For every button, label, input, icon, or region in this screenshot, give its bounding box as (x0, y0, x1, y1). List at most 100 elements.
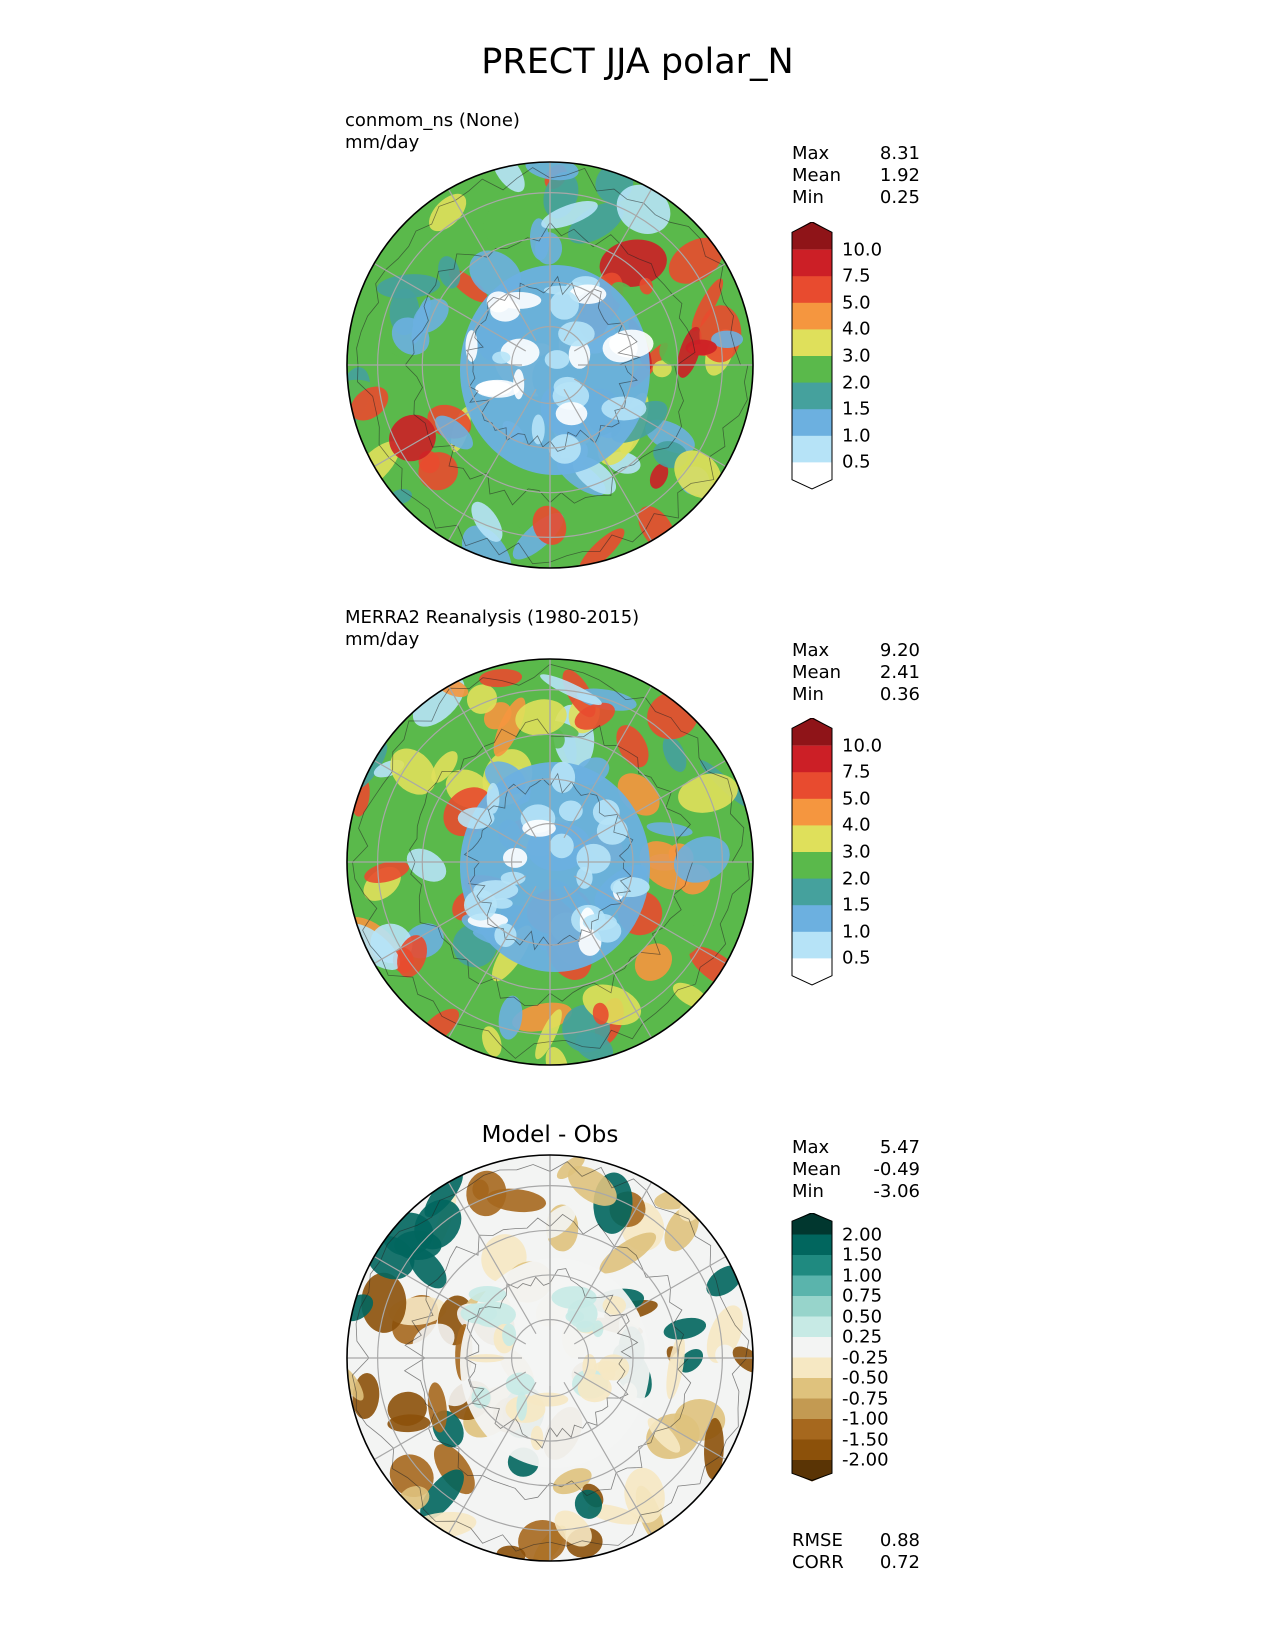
colorbar-swatch (792, 958, 832, 986)
panel2-obs-name: MERRA2 Reanalysis (1980-2015) (345, 607, 640, 628)
colorbar-tick-label: 2.0 (842, 372, 871, 394)
colorbar-tick-label: 5.0 (842, 292, 871, 314)
colorbar-swatch (792, 1378, 832, 1399)
colorbar-swatch (792, 435, 832, 463)
panel3-stat-mean: Mean -0.49 (792, 1159, 920, 1180)
colorbar-swatch (792, 1398, 832, 1420)
colorbar-outline (791, 1213, 833, 1482)
colorbar-swatch (792, 1255, 832, 1276)
colorbar-tick-label: 5.0 (842, 788, 871, 810)
colorbar-swatches (791, 1213, 833, 1482)
panel2-units: mm/day (345, 629, 420, 650)
colorbar-tick-label: 4.0 (842, 814, 871, 836)
colorbar-tick-label: 1.0 (842, 425, 871, 447)
colorbar-tick-label: 10.0 (842, 735, 883, 757)
panel2-stat-max: Max 9.20 (792, 640, 920, 661)
colorbar-swatch (792, 409, 832, 437)
colorbar-tick-label: 0.5 (842, 947, 871, 969)
panel3-stats: Max 5.47 Mean -0.49 Min -3.06 (792, 1137, 920, 1203)
panel2-stats: Max 9.20 Mean 2.41 Min 0.36 (792, 640, 920, 706)
colorbar-swatch (792, 462, 832, 490)
colorbar-swatch (792, 931, 832, 959)
colorbar-tick-label: 3.0 (842, 841, 871, 863)
colorbar-swatch (792, 382, 832, 410)
panel1-stat-min: Min 0.25 (792, 187, 920, 208)
panel3-stat-max: Max 5.47 (792, 1137, 920, 1158)
colorbar-tick-label: 1.0 (842, 921, 871, 943)
colorbar-swatch (792, 222, 832, 250)
colorbar-swatches (791, 222, 833, 490)
colorbar-outline (791, 718, 833, 986)
colorbar-swatch (792, 1234, 832, 1256)
panel1-units: mm/day (345, 132, 420, 153)
panel3-title: Model - Obs (481, 1122, 619, 1148)
colorbar-tick-label: 2.0 (842, 868, 871, 890)
colorbar-tick-label: 4.0 (842, 318, 871, 340)
colorbar-outline (791, 222, 833, 490)
panel1-stats: Max 8.31 Mean 1.92 Min 0.25 (792, 143, 920, 209)
colorbar-tick-label: -0.25 (842, 1347, 889, 1368)
colorbar-tick-label: -1.50 (842, 1429, 889, 1450)
colorbar-tick-label: 1.50 (842, 1244, 883, 1266)
colorbar-swatch (792, 905, 832, 933)
colorbar-tick-label: 7.5 (842, 761, 871, 783)
panel3-stat-corr: CORR 0.72 (792, 1552, 920, 1573)
colorbar-tick-label: 3.0 (842, 345, 871, 367)
colorbar-swatch (792, 1337, 832, 1358)
colorbar-tick-label: 0.50 (842, 1306, 883, 1327)
colorbar-tick-label: -0.75 (842, 1388, 889, 1409)
colorbar-tick-label: 2.00 (842, 1224, 883, 1245)
colorbar-tick-label: 1.5 (842, 398, 871, 420)
colorbar-swatch (792, 1275, 832, 1297)
map-boundary (346, 161, 754, 569)
graticule (347, 659, 753, 1065)
colorbar-swatch (792, 249, 832, 277)
colorbar-swatch (792, 276, 832, 304)
colorbar-swatch (792, 302, 832, 330)
colorbar-swatch (792, 772, 832, 800)
colorbar-swatch (792, 356, 832, 384)
colorbar-swatch (792, 825, 832, 853)
panel2-stat-min: Min 0.36 (792, 684, 920, 705)
colorbar-tick-label: 1.5 (842, 894, 871, 916)
graticule (347, 162, 753, 568)
colorbar-swatch (792, 1460, 832, 1482)
panel3-error-stats: RMSE 0.88 CORR 0.72 (792, 1530, 920, 1574)
panel3-stat-min: Min -3.06 (792, 1181, 920, 1202)
colorbar-tick-label: 0.75 (842, 1285, 883, 1307)
colorbar-swatch (792, 1213, 832, 1235)
colorbar-tick-label: 10.0 (842, 239, 883, 261)
figure-title: PRECT JJA polar_N (481, 42, 794, 82)
colorbar-tick-label: 0.5 (842, 451, 871, 473)
map-boundary (346, 658, 754, 1066)
colorbar-swatch (792, 745, 832, 773)
colorbar-swatch (792, 1316, 832, 1338)
colorbar-swatch (792, 852, 832, 880)
colorbar-swatch (792, 1419, 832, 1440)
colorbar-swatch (792, 718, 832, 746)
panel2-stat-mean: Mean 2.41 (792, 662, 920, 683)
panel1-label: conmom_ns (None) mm/day (345, 110, 520, 154)
colorbar-swatch (792, 1439, 832, 1461)
panel1-stat-mean: Mean 1.92 (792, 165, 920, 186)
colorbar-swatch (792, 329, 832, 357)
panel3-difference-map (346, 1154, 754, 1562)
colorbar-tick-label: 7.5 (842, 265, 871, 287)
colorbar-swatch (792, 798, 832, 826)
colorbar-tick-label: 0.25 (842, 1326, 883, 1348)
panel3-stat-rmse: RMSE 0.88 (792, 1530, 920, 1551)
colorbar-swatch (792, 1357, 832, 1379)
colorbar-swatches (791, 718, 833, 986)
colorbar-tick-label: -2.00 (842, 1449, 889, 1471)
map-boundary (346, 1154, 754, 1562)
panel1-polar-map (346, 161, 754, 569)
colorbar-swatch (792, 1296, 832, 1317)
colorbar-swatch (792, 878, 832, 906)
panel1-model-name: conmom_ns (None) (345, 110, 520, 131)
colorbar-tick-label: 1.00 (842, 1265, 883, 1286)
panel2-polar-map (346, 658, 754, 1066)
colorbar-tick-label: -0.50 (842, 1367, 889, 1389)
graticule (347, 1155, 753, 1561)
panel1-stat-max: Max 8.31 (792, 143, 920, 164)
panel2-label: MERRA2 Reanalysis (1980-2015) mm/day (345, 607, 639, 651)
